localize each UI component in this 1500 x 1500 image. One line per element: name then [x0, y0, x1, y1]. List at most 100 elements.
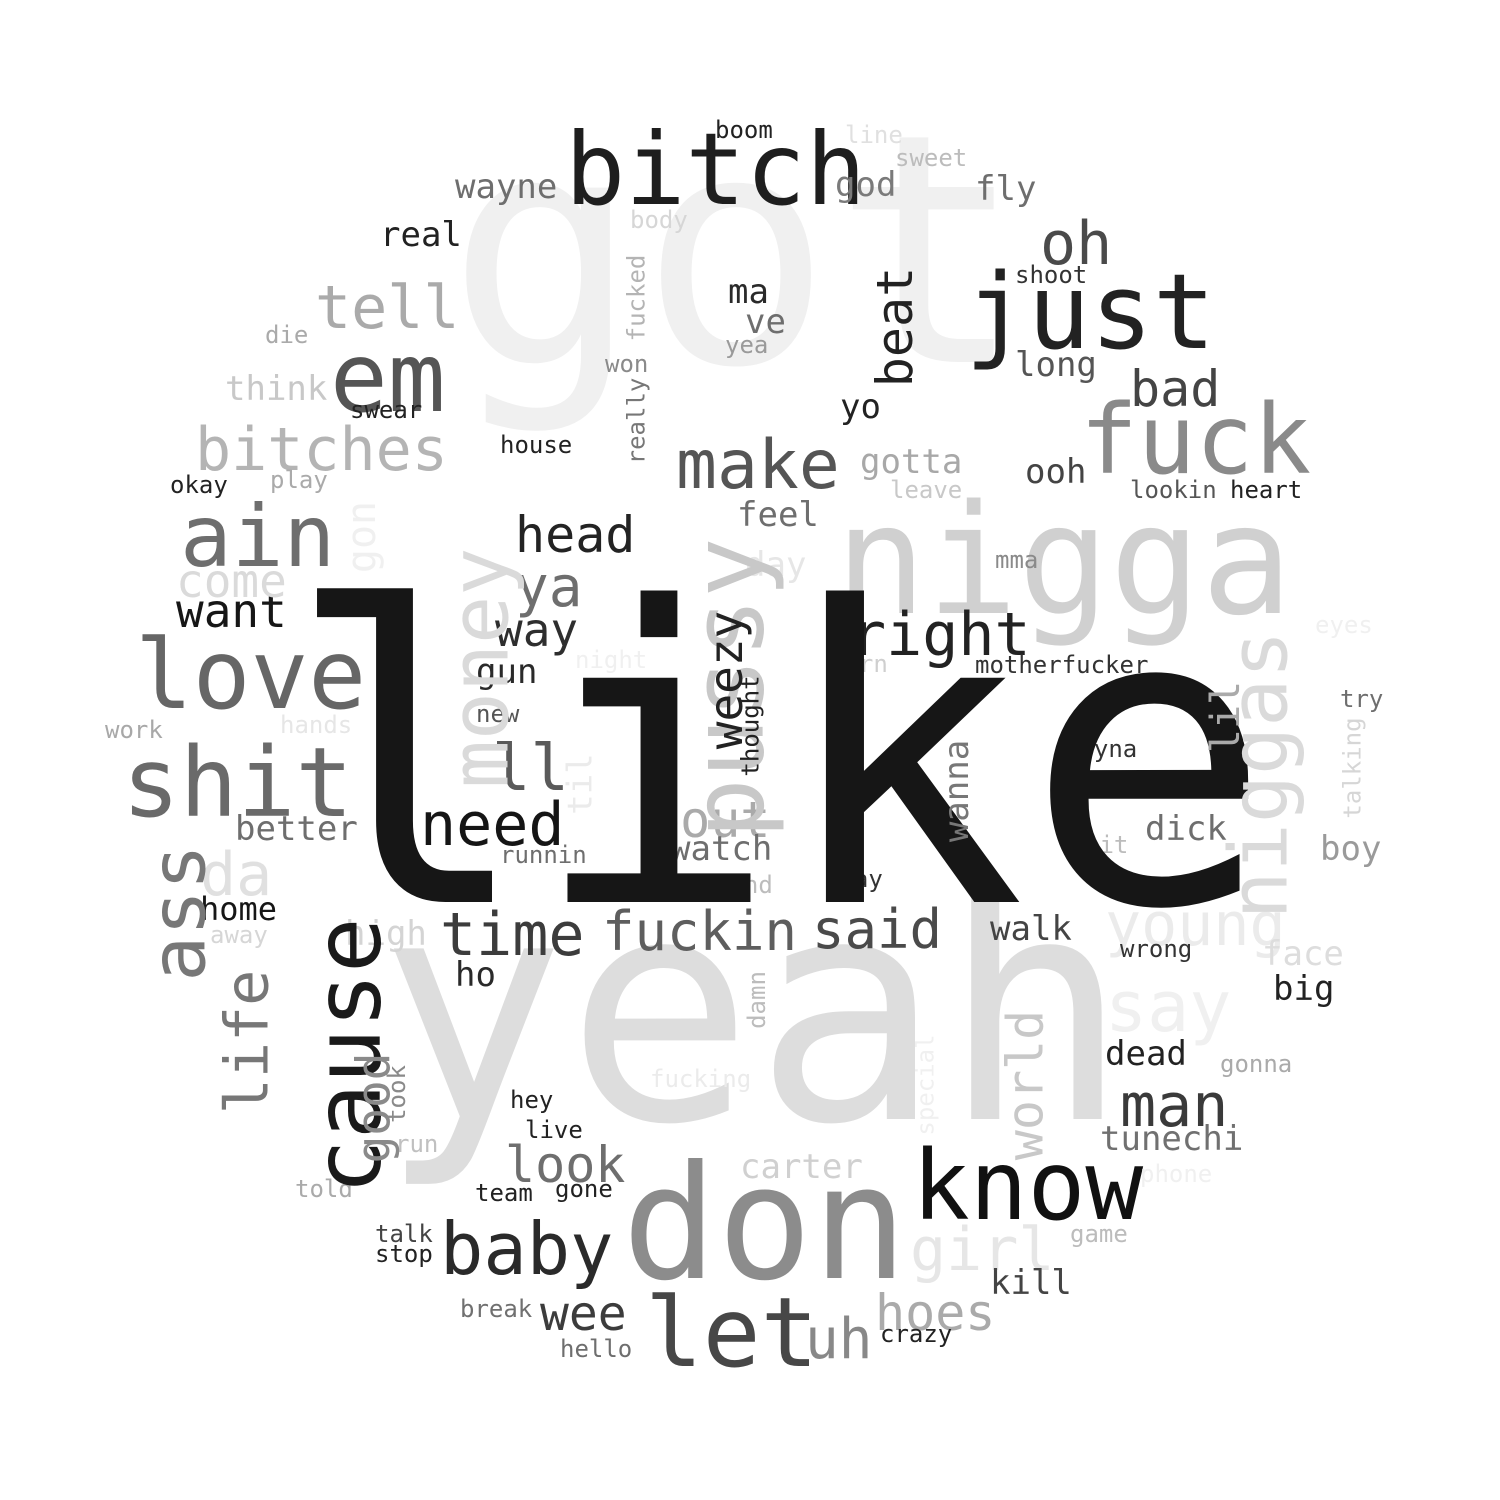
word-bitches: bitches [195, 415, 448, 485]
word-hello: hello [560, 1335, 633, 1363]
word-lil: lil [1203, 680, 1250, 754]
word-runnin: runnin [500, 841, 587, 869]
word-bad: bad [1130, 360, 1221, 418]
word-tell: tell [315, 273, 460, 343]
word-let: let [645, 1277, 819, 1389]
word-home: home [200, 890, 278, 928]
word-lookin: lookin [1130, 476, 1217, 504]
word-day: day [745, 545, 807, 585]
word-don: don [622, 1132, 908, 1316]
word-tryna: tryna [1065, 735, 1138, 763]
word-better: better [235, 809, 358, 849]
word-hoes: hoes [875, 1284, 996, 1342]
word-wanna: wanna [937, 739, 978, 843]
word-talk: talk [375, 1220, 433, 1248]
word-die: die [265, 321, 309, 349]
word-like: like [285, 521, 1273, 999]
word-fucking: fucking [650, 1065, 752, 1093]
word-gotta: gotta [860, 442, 963, 482]
word-wayne: wayne [455, 167, 558, 207]
word-bitch: bitch [565, 111, 867, 228]
word-mind: mind [715, 871, 773, 899]
word-feel: feel [737, 495, 819, 535]
word-baby: baby [440, 1207, 614, 1291]
word-shit: shit [122, 727, 354, 839]
word-wee: wee [540, 1286, 627, 1342]
word-damn: damn [742, 971, 771, 1029]
word-high: high [345, 914, 427, 954]
word-fly: fly [975, 169, 1037, 209]
word-look: look [505, 1136, 626, 1194]
word-line: line [845, 121, 903, 149]
word-boom: boom [715, 116, 773, 144]
word-bout: bout [650, 791, 771, 849]
word-gone: gone [555, 1175, 613, 1203]
word-hands: hands [280, 711, 353, 739]
word-know: know [912, 1130, 1144, 1242]
word-turn: turn [830, 650, 888, 678]
word-really: really [622, 377, 651, 465]
word-talking: talking [1338, 717, 1367, 819]
word-niggas: niggas [1212, 630, 1306, 920]
word-gonna: gonna [1220, 1050, 1293, 1078]
word-fucked: fucked [622, 254, 651, 342]
word-run: run [395, 1130, 439, 1158]
word-fuck: fuck [1080, 384, 1312, 496]
word-oh: oh [1040, 209, 1113, 279]
word-long: long [1015, 345, 1097, 385]
word-team: team [475, 1179, 533, 1207]
word-uh: uh [805, 1307, 873, 1372]
word-dick: dick [1145, 809, 1227, 849]
word-sweet: sweet [895, 144, 968, 172]
word-love: love [135, 619, 367, 731]
word-swear: swear [350, 396, 423, 424]
word-house: house [500, 431, 573, 459]
word-stop: stop [375, 1240, 433, 1268]
word-heart: heart [1230, 476, 1303, 504]
word-crazy: crazy [880, 1320, 953, 1348]
word-fuckin: fuckin [602, 900, 798, 963]
word-world: world [996, 1009, 1055, 1161]
word-game: game [1070, 1220, 1128, 1248]
word-ll: ll [492, 732, 570, 806]
word-come: come [176, 554, 287, 608]
word-try: try [1340, 685, 1384, 713]
word-gun: gun [476, 652, 538, 692]
word-won: won [605, 350, 649, 378]
word-need: need [420, 790, 565, 860]
word-live: live [525, 1116, 583, 1144]
word-right: right [850, 600, 1031, 670]
word-night: night [575, 646, 648, 674]
word-ya: ya [515, 555, 583, 620]
word-play: play [270, 466, 328, 494]
word-stay: stay [825, 865, 883, 893]
word-way: way [495, 603, 579, 657]
word-young: young [1105, 890, 1286, 960]
word-body: body [630, 206, 688, 234]
word-ooh: ooh [1025, 452, 1087, 492]
word-girl: girl [910, 1215, 1055, 1285]
word-yo: yo [840, 387, 881, 427]
word-think: think [225, 369, 328, 409]
word-gon: gon [339, 500, 386, 574]
word-em: em [330, 322, 446, 434]
word-life: life [212, 969, 283, 1115]
word-wrong: wrong [1120, 935, 1193, 963]
word-god: god [835, 165, 897, 205]
word-thought: thought [736, 675, 765, 777]
word-man: man [1120, 1071, 1229, 1141]
word-head: head [515, 506, 636, 564]
word-money: money [433, 547, 527, 789]
word-tunechi: tunechi [1100, 1119, 1244, 1159]
word-yea: yea [725, 331, 769, 359]
word-break: break [460, 1295, 533, 1323]
word-kill: kill [990, 1263, 1072, 1303]
word-watch: watch [670, 829, 773, 869]
word-ass: ass [133, 844, 223, 982]
word-time: time [440, 900, 585, 970]
word-carter: carter [740, 1147, 863, 1187]
word-big: big [1273, 969, 1335, 1009]
word-boy: boy [1320, 829, 1382, 869]
word-took: took [382, 1065, 411, 1123]
